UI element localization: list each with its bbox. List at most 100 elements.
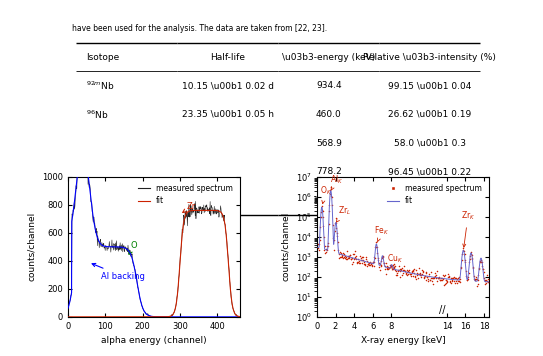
Point (457, 265, 466, 270)
Text: have been used for the analysis. The data are taken from [22, 23].: have been used for the analysis. The dat… (72, 23, 327, 32)
Point (386, 264, 395, 269)
Point (460, 257, 469, 263)
Text: Al$_K$: Al$_K$ (330, 174, 343, 190)
Point (454, 278, 463, 283)
Point (314, 245, 323, 251)
Point (479, 269, 488, 275)
Point (443, 279, 452, 285)
Point (392, 268, 400, 274)
Point (377, 258, 386, 264)
Point (471, 276, 480, 282)
Point (374, 255, 382, 261)
Point (393, 272, 402, 278)
Point (466, 253, 475, 259)
Point (377, 263, 386, 268)
Text: O: O (129, 241, 137, 254)
Point (463, 277, 472, 283)
Point (484, 276, 493, 282)
Point (425, 277, 434, 283)
Point (408, 268, 416, 274)
Point (456, 276, 465, 282)
Point (397, 272, 406, 278)
Point (381, 263, 389, 268)
Point (320, 247, 329, 252)
Point (389, 265, 398, 271)
Point (459, 247, 468, 253)
Point (422, 274, 431, 279)
Point (376, 262, 385, 268)
Point (395, 268, 404, 274)
Point (467, 249, 476, 255)
Point (401, 268, 409, 274)
Point (393, 268, 402, 274)
Point (388, 263, 396, 269)
Point (434, 275, 443, 281)
Point (429, 281, 438, 287)
Point (482, 277, 490, 283)
Point (396, 267, 405, 273)
Point (430, 274, 438, 280)
Point (409, 267, 418, 273)
Point (433, 275, 442, 281)
Point (427, 275, 436, 281)
Point (397, 266, 406, 272)
Point (408, 273, 417, 279)
Point (379, 253, 388, 259)
Point (474, 272, 483, 278)
Point (357, 257, 365, 263)
Point (324, 221, 333, 226)
Point (369, 263, 378, 269)
Point (424, 278, 433, 284)
Point (366, 260, 375, 265)
Point (362, 263, 371, 268)
Point (351, 255, 359, 261)
Point (430, 275, 439, 281)
Point (468, 255, 476, 261)
Point (361, 261, 369, 267)
Point (431, 273, 439, 278)
Point (424, 276, 432, 282)
Point (325, 208, 333, 213)
Point (456, 279, 464, 285)
Point (446, 275, 455, 281)
Point (342, 256, 350, 261)
Point (341, 253, 350, 259)
Point (443, 278, 451, 284)
Point (386, 262, 394, 268)
Point (319, 214, 327, 220)
Point (384, 267, 393, 272)
Point (350, 254, 359, 260)
Point (432, 276, 440, 281)
Point (367, 261, 376, 267)
Point (357, 254, 366, 260)
Point (405, 269, 413, 275)
Point (462, 268, 470, 273)
Point (334, 256, 343, 261)
Point (381, 261, 390, 266)
Point (428, 275, 437, 281)
Point (470, 273, 478, 279)
Point (314, 241, 323, 247)
Point (451, 276, 460, 281)
Point (400, 267, 408, 273)
Point (326, 184, 335, 190)
Point (455, 279, 464, 284)
Point (388, 263, 397, 268)
Point (355, 261, 363, 266)
Point (380, 260, 389, 265)
Point (353, 261, 362, 266)
Point (330, 228, 339, 234)
Point (426, 277, 434, 283)
Point (342, 256, 351, 262)
Point (435, 276, 444, 281)
Point (476, 259, 484, 265)
Point (471, 278, 479, 283)
Point (407, 272, 415, 277)
Point (389, 266, 397, 272)
Point (431, 270, 440, 276)
Point (371, 244, 380, 250)
Point (375, 261, 384, 267)
Point (327, 194, 336, 200)
Point (394, 267, 402, 273)
Point (342, 255, 351, 260)
